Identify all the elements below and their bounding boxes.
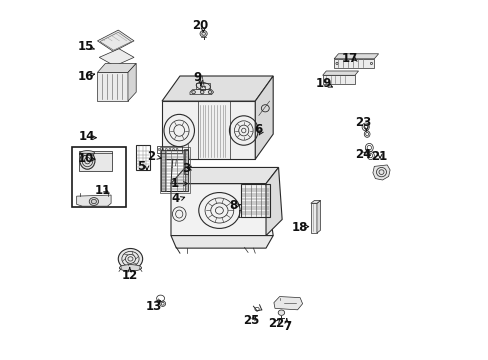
Bar — [241, 184, 269, 217]
Text: 24: 24 — [355, 148, 371, 161]
Polygon shape — [333, 54, 378, 59]
Bar — [196, 83, 210, 89]
Polygon shape — [273, 297, 302, 310]
Bar — [72, 147, 126, 207]
Text: 2: 2 — [147, 150, 155, 163]
Polygon shape — [171, 167, 278, 184]
Polygon shape — [162, 101, 255, 159]
Text: 4: 4 — [171, 192, 180, 205]
Bar — [184, 149, 187, 174]
Ellipse shape — [208, 90, 211, 94]
Text: 19: 19 — [315, 77, 331, 90]
Text: 17: 17 — [342, 51, 358, 64]
Ellipse shape — [278, 310, 284, 315]
Bar — [79, 151, 112, 171]
Ellipse shape — [119, 265, 142, 271]
Text: 16: 16 — [78, 69, 94, 82]
Polygon shape — [310, 201, 320, 203]
Text: 9: 9 — [193, 71, 202, 84]
Ellipse shape — [200, 31, 207, 37]
Ellipse shape — [80, 152, 95, 169]
Text: 5: 5 — [137, 160, 145, 173]
Bar — [200, 86, 204, 90]
Polygon shape — [97, 72, 128, 101]
Text: 21: 21 — [370, 150, 386, 163]
Polygon shape — [171, 235, 273, 248]
Bar — [156, 145, 182, 153]
Polygon shape — [97, 30, 134, 51]
Text: 23: 23 — [355, 116, 371, 129]
Text: 8: 8 — [228, 199, 237, 212]
Polygon shape — [97, 63, 136, 72]
Polygon shape — [190, 90, 213, 95]
Polygon shape — [316, 201, 320, 233]
Text: 25: 25 — [242, 314, 259, 327]
Polygon shape — [99, 49, 134, 66]
Ellipse shape — [200, 90, 203, 94]
Ellipse shape — [89, 198, 99, 206]
Polygon shape — [77, 195, 111, 206]
Polygon shape — [265, 167, 282, 235]
Text: 1: 1 — [170, 177, 178, 190]
Text: 14: 14 — [79, 130, 95, 144]
Polygon shape — [128, 63, 136, 101]
Text: 15: 15 — [78, 40, 94, 53]
Ellipse shape — [118, 248, 142, 269]
Text: 13: 13 — [146, 300, 162, 313]
Polygon shape — [322, 71, 358, 75]
Bar — [161, 149, 188, 191]
Polygon shape — [161, 149, 164, 191]
Polygon shape — [255, 76, 273, 159]
Polygon shape — [372, 165, 389, 180]
Polygon shape — [310, 203, 316, 233]
Text: 11: 11 — [95, 184, 111, 197]
Text: 6: 6 — [253, 123, 262, 136]
Text: 10: 10 — [78, 152, 94, 165]
Polygon shape — [333, 59, 373, 68]
Bar — [136, 145, 149, 170]
Text: 3: 3 — [182, 162, 190, 175]
Bar — [160, 147, 190, 193]
Ellipse shape — [191, 90, 195, 94]
Text: 20: 20 — [192, 19, 208, 32]
Polygon shape — [162, 76, 273, 101]
Text: 7: 7 — [282, 320, 290, 333]
Text: 22: 22 — [267, 317, 284, 330]
Polygon shape — [184, 149, 188, 191]
Polygon shape — [322, 75, 354, 84]
Polygon shape — [171, 184, 273, 235]
Text: 18: 18 — [291, 221, 307, 234]
Text: 12: 12 — [122, 269, 138, 282]
Ellipse shape — [80, 150, 94, 156]
